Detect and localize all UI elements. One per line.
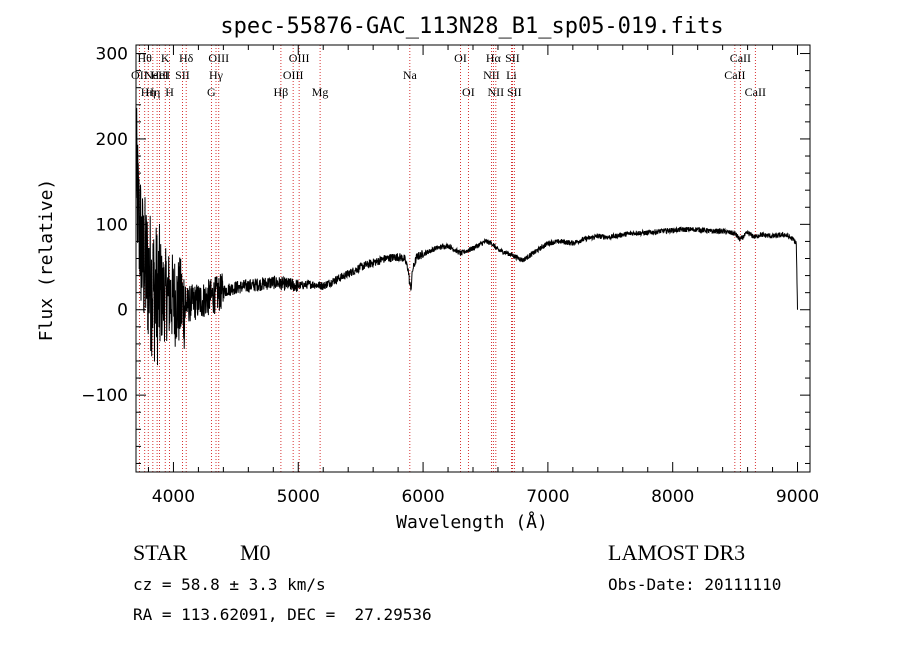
line-label: OIII (289, 51, 310, 65)
object-subclass: M0 (240, 540, 271, 565)
line-label: G (207, 85, 216, 99)
y-tick-label: 100 (96, 215, 128, 235)
x-tick-label: 7000 (526, 487, 569, 507)
line-label: Na (403, 68, 418, 82)
x-tick-label: 9000 (776, 487, 819, 507)
line-label: SII (507, 85, 522, 99)
line-label: Li (506, 68, 517, 82)
x-axis-ticks: 4000 5000 6000 7000 8000 9000 (147, 45, 819, 507)
plot-frame (135, 44, 811, 473)
chart-title: spec-55876-GAC_113N28_B1_sp05-019.fits (220, 14, 723, 39)
line-label: SII (175, 68, 190, 82)
line-label: Hη (141, 85, 156, 99)
line-label: SII (505, 51, 520, 65)
x-tick-label: 4000 (152, 487, 195, 507)
x-tick-label: 5000 (277, 487, 320, 507)
line-label: Hη (145, 85, 160, 99)
line-label: Hα (486, 51, 502, 65)
redshift-text: cz = 58.8 ± 3.3 km/s (133, 575, 326, 594)
x-axis-label: Wavelength (Å) (396, 511, 548, 533)
line-label: OI (462, 85, 475, 99)
y-axis-label: Flux (relative) (36, 179, 57, 342)
y-tick-label: 0 (117, 301, 128, 321)
y-tick-label: 200 (96, 130, 128, 150)
line-label: OI (454, 51, 467, 65)
y-tick-label: 300 (96, 45, 128, 65)
line-label: OII (131, 68, 148, 82)
line-label: K (161, 51, 170, 65)
line-label: CaII (745, 85, 766, 99)
x-tick-label: 6000 (401, 487, 444, 507)
line-label: Hγ (209, 68, 224, 82)
line-label: HeI (151, 68, 169, 82)
line-label: NeIII (144, 68, 170, 82)
obs-date-text: Obs-Date: 20111110 (608, 575, 781, 594)
spectrum-line (135, 107, 798, 366)
line-label: Hβ (274, 85, 289, 99)
line-label: NII (488, 85, 505, 99)
line-label: NII (483, 68, 500, 82)
object-class: STAR (133, 540, 188, 565)
line-label: OIII (283, 68, 304, 82)
line-label: H (165, 85, 174, 99)
line-label: Hθ (138, 51, 153, 65)
line-label: Hδ (179, 51, 194, 65)
line-label: OIII (208, 51, 229, 65)
line-label: CaII (730, 51, 751, 65)
survey-name: LAMOST DR3 (608, 540, 745, 565)
coordinates-text: RA = 113.62091, DEC = 27.29536 (133, 605, 432, 624)
spectral-line-labels: OIIHθHηHηNeIIIHeIKHSIIHδGHγOIIIHβOIIIOII… (131, 51, 766, 99)
spectral-line-markers (138, 45, 756, 472)
y-axis-ticks: −100 0 100 200 300 (81, 45, 810, 464)
y-tick-label: −100 (81, 386, 128, 406)
line-label: CaII (724, 68, 745, 82)
line-label: Mg (312, 85, 329, 99)
x-tick-label: 8000 (651, 487, 694, 507)
